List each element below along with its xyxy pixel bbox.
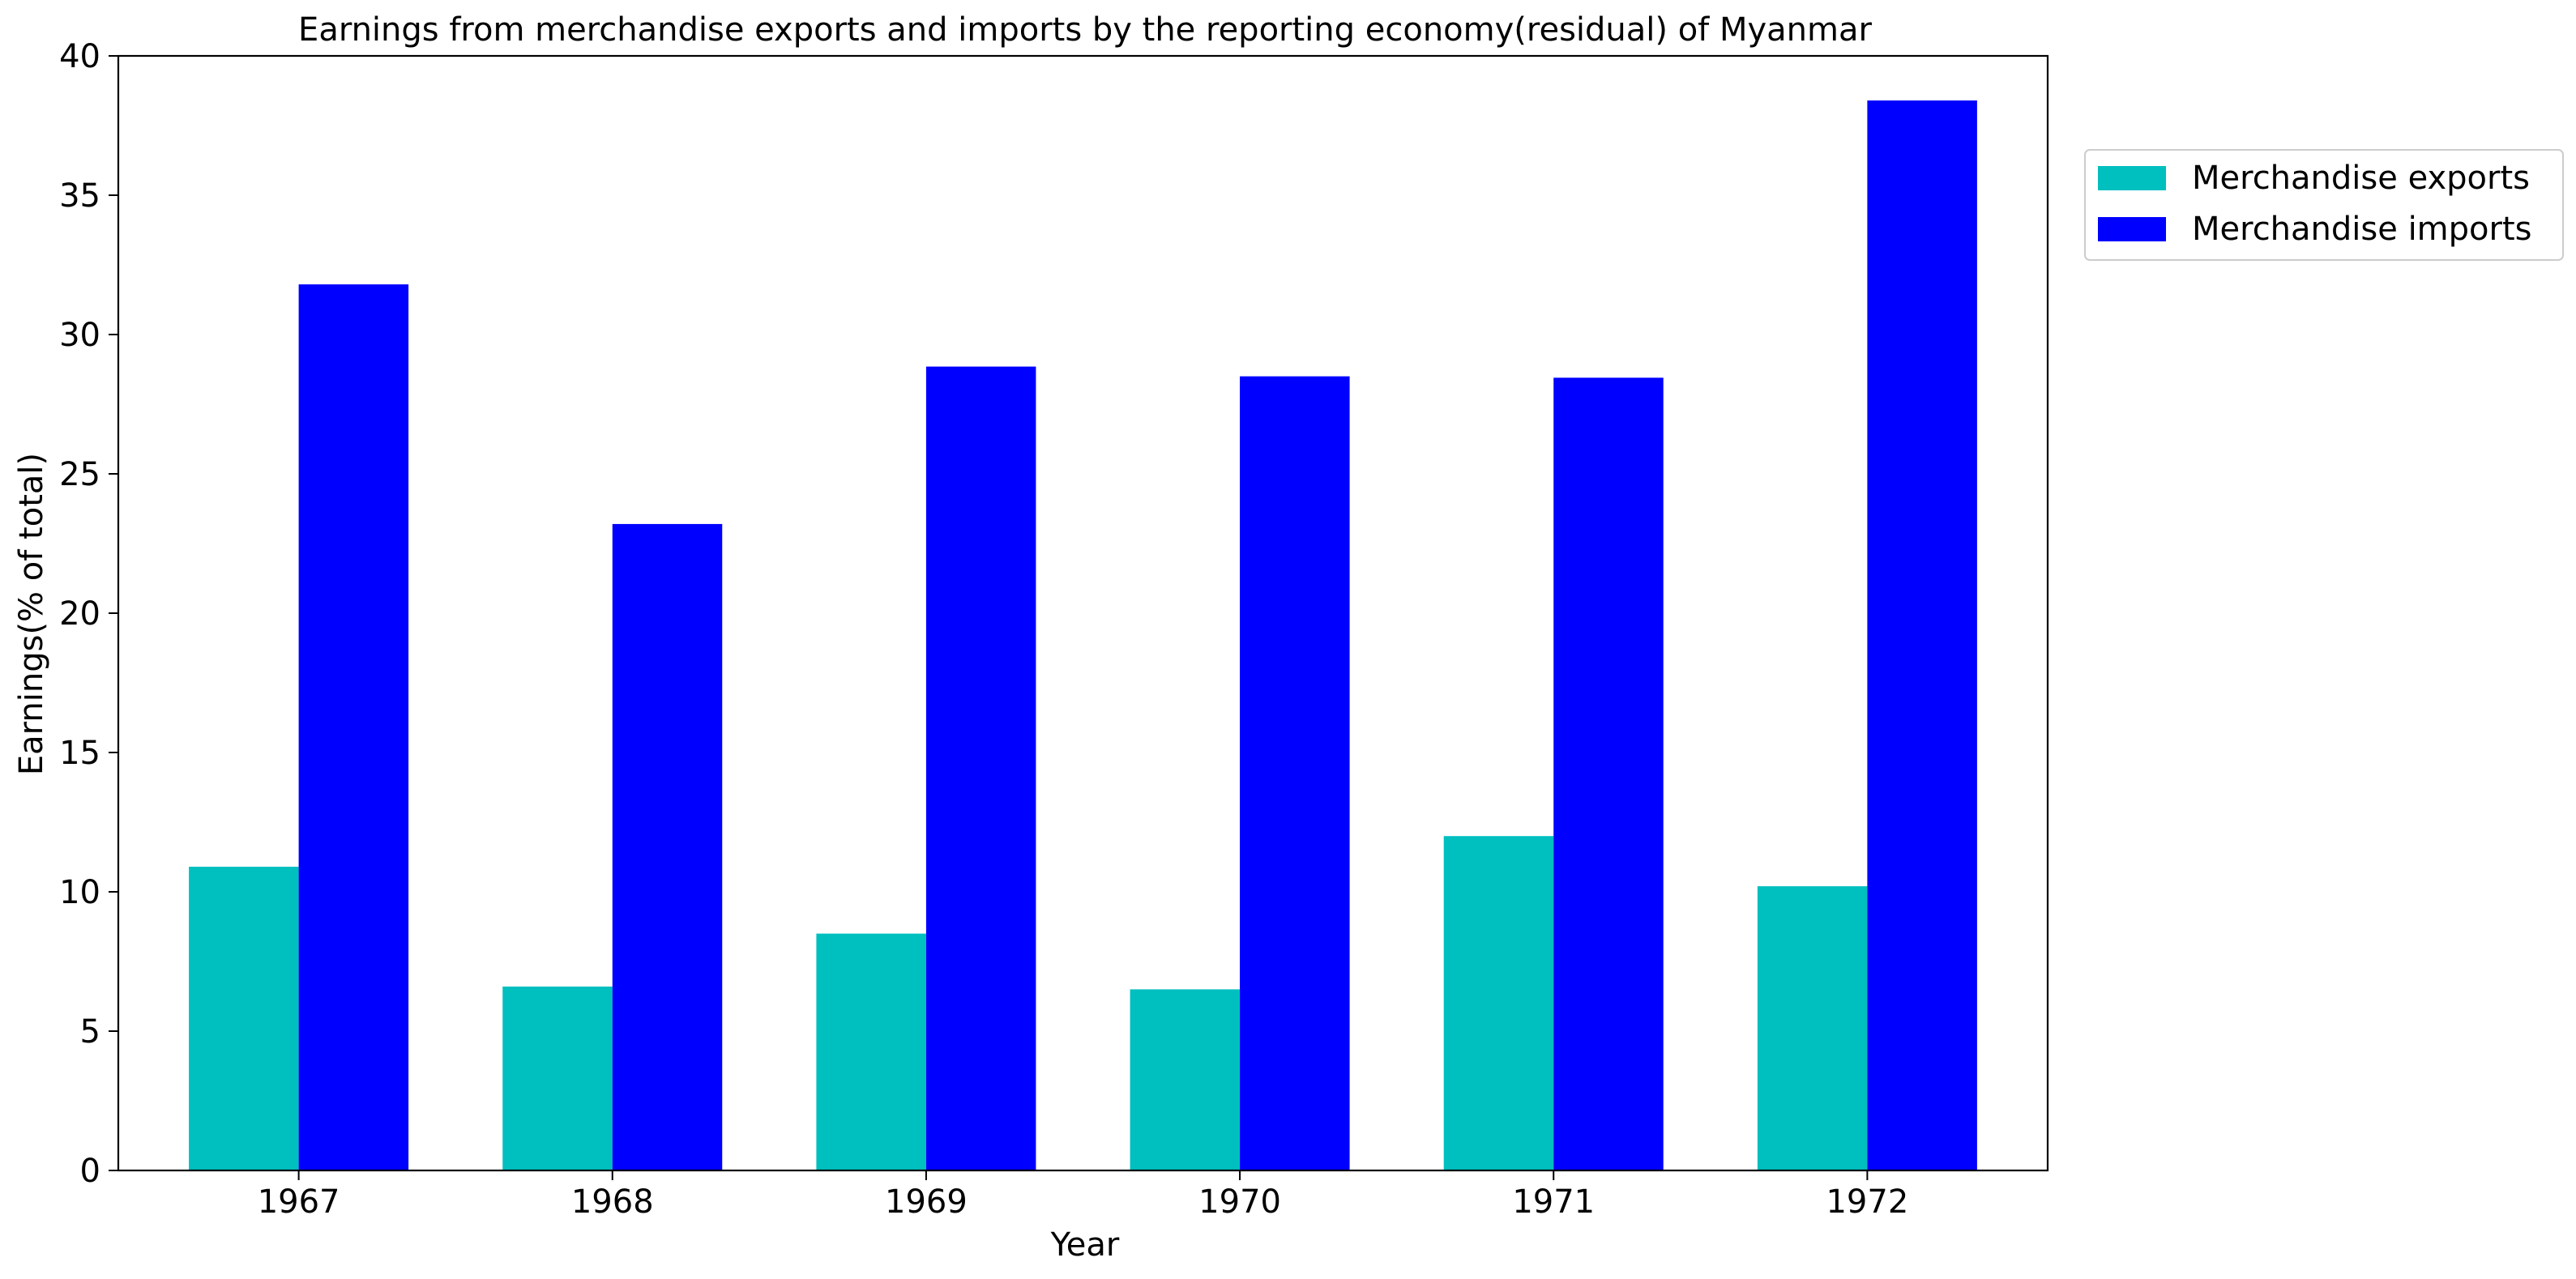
legend-label-exports: Merchandise exports	[2192, 160, 2530, 197]
x-tick-label: 1969	[885, 1183, 968, 1221]
y-tick-label: 10	[59, 874, 100, 911]
y-tick-label: 25	[59, 456, 100, 493]
chart-title: Earnings from merchandise exports and im…	[298, 11, 1872, 49]
x-tick-label: 1967	[258, 1183, 340, 1221]
x-axis-label: Year	[1050, 1226, 1120, 1264]
y-tick-label: 30	[59, 317, 100, 354]
x-tick-label: 1970	[1198, 1183, 1281, 1221]
x-tick-label: 1968	[571, 1183, 654, 1221]
x-tick-label: 1972	[1826, 1183, 1908, 1221]
y-tick-label: 35	[59, 177, 100, 215]
bar-imports-1968	[612, 523, 723, 1170]
y-tick-label: 20	[59, 595, 100, 633]
bar-exports-1970	[1130, 989, 1241, 1170]
legend-label-imports: Merchandise imports	[2192, 211, 2531, 248]
y-tick-label: 40	[59, 38, 100, 75]
bar-imports-1967	[298, 284, 409, 1171]
bar-exports-1972	[1757, 886, 1868, 1170]
bar-exports-1971	[1443, 836, 1554, 1170]
bar-imports-1972	[1867, 100, 1977, 1170]
y-tick-label: 5	[80, 1013, 100, 1051]
y-tick-label: 0	[80, 1153, 100, 1190]
legend-swatch-exports	[2098, 166, 2166, 190]
bar-exports-1969	[816, 933, 926, 1170]
legend-swatch-imports	[2098, 217, 2166, 241]
x-tick-label: 1971	[1512, 1183, 1595, 1221]
bar-imports-1969	[925, 366, 1036, 1170]
bar-imports-1971	[1553, 377, 1664, 1170]
legend-box	[2084, 149, 2564, 261]
bar-exports-1968	[502, 986, 613, 1170]
bar-imports-1970	[1240, 376, 1350, 1171]
bar-exports-1967	[189, 867, 299, 1170]
y-tick-label: 15	[59, 735, 100, 772]
y-axis-label: Earnings(% of total)	[13, 453, 50, 775]
